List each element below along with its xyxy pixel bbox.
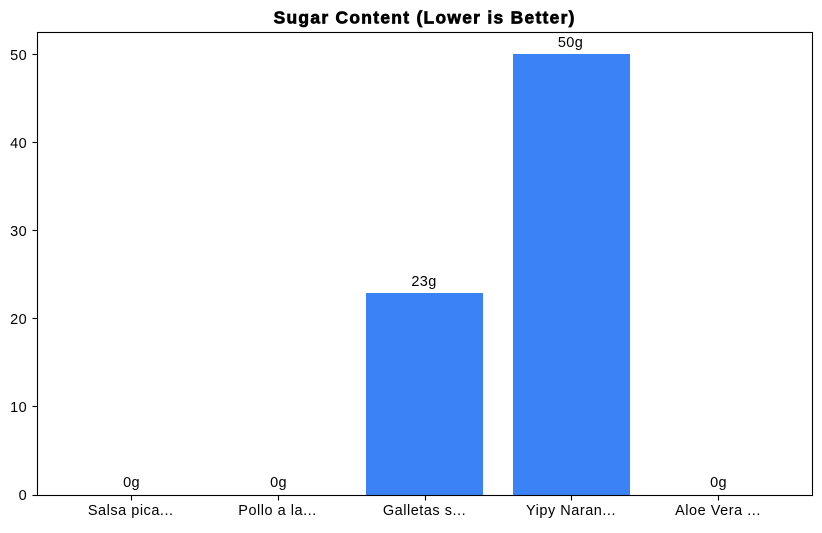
svg-text:30: 30 [10,224,27,240]
svg-text:Galletas s...: Galletas s... [383,503,466,519]
svg-text:Pollo a la...: Pollo a la... [238,503,317,519]
svg-text:0g: 0g [123,475,140,491]
svg-text:Sugar Content (Lower is Better: Sugar Content (Lower is Better) [274,7,576,27]
svg-text:0g: 0g [270,475,287,491]
svg-text:Salsa pica...: Salsa pica... [88,503,174,519]
svg-text:Yipy Naran...: Yipy Naran... [526,503,616,519]
svg-text:0: 0 [19,488,27,504]
svg-text:10: 10 [10,400,27,416]
svg-text:40: 40 [10,136,27,152]
svg-text:50: 50 [10,48,27,64]
svg-text:20: 20 [10,312,27,328]
svg-text:Aloe Vera ...: Aloe Vera ... [675,503,761,519]
svg-text:0g: 0g [710,475,727,491]
svg-text:23g: 23g [411,274,436,290]
svg-text:50g: 50g [558,35,583,51]
